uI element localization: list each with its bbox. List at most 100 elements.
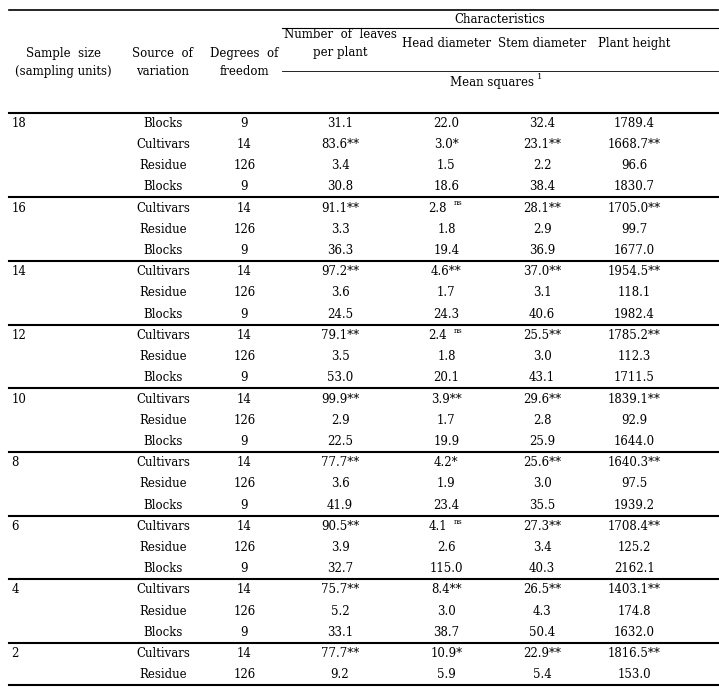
Text: 125.2: 125.2 <box>618 541 651 554</box>
Text: 1403.1**: 1403.1** <box>608 583 661 596</box>
Text: ns: ns <box>454 518 462 526</box>
Text: 83.6**: 83.6** <box>321 138 359 151</box>
Text: 97.5: 97.5 <box>621 477 647 491</box>
Text: Cultivars: Cultivars <box>136 265 190 278</box>
Text: 4: 4 <box>12 583 19 596</box>
Text: 14: 14 <box>237 138 252 151</box>
Text: 1982.4: 1982.4 <box>614 307 655 321</box>
Text: 14: 14 <box>237 520 252 533</box>
Text: 1.8: 1.8 <box>437 350 456 363</box>
Text: 112.3: 112.3 <box>618 350 651 363</box>
Text: 37.0**: 37.0** <box>523 265 562 278</box>
Text: 40.3: 40.3 <box>529 562 555 576</box>
Text: 24.5: 24.5 <box>327 307 353 321</box>
Text: 9: 9 <box>241 244 248 257</box>
Text: 3.0: 3.0 <box>533 350 551 363</box>
Text: Blocks: Blocks <box>143 626 183 639</box>
Text: 1954.5**: 1954.5** <box>608 265 661 278</box>
Text: 19.9: 19.9 <box>434 435 459 448</box>
Text: 3.3: 3.3 <box>331 223 349 236</box>
Text: 10: 10 <box>12 392 27 406</box>
Text: 3.4: 3.4 <box>533 541 551 554</box>
Text: 18: 18 <box>12 117 27 130</box>
Text: 2: 2 <box>12 647 19 660</box>
Text: Residue: Residue <box>139 159 187 172</box>
Text: 3.9: 3.9 <box>331 541 349 554</box>
Text: ns: ns <box>454 200 462 207</box>
Text: Mean squares: Mean squares <box>450 77 534 89</box>
Text: 22.5: 22.5 <box>327 435 353 448</box>
Text: 33.1: 33.1 <box>327 626 353 639</box>
Text: 38.4: 38.4 <box>529 180 555 193</box>
Text: 9: 9 <box>241 371 248 384</box>
Text: 4.3: 4.3 <box>533 605 551 618</box>
Text: 36.3: 36.3 <box>327 244 353 257</box>
Text: 3.1: 3.1 <box>533 287 551 299</box>
Text: 3.0*: 3.0* <box>434 138 459 151</box>
Text: 2.4: 2.4 <box>429 329 447 342</box>
Text: Residue: Residue <box>139 477 187 491</box>
Text: 2.8: 2.8 <box>429 202 447 215</box>
Text: 1.7: 1.7 <box>437 414 456 427</box>
Text: 26.5**: 26.5** <box>523 583 561 596</box>
Text: 3.5: 3.5 <box>331 350 349 363</box>
Text: 1830.7: 1830.7 <box>614 180 655 193</box>
Text: 96.6: 96.6 <box>621 159 647 172</box>
Text: 29.6**: 29.6** <box>523 392 561 406</box>
Text: 9: 9 <box>241 626 248 639</box>
Text: 126: 126 <box>233 287 255 299</box>
Text: Residue: Residue <box>139 605 187 618</box>
Text: Cultivars: Cultivars <box>136 456 190 469</box>
Text: 1839.1**: 1839.1** <box>608 392 661 406</box>
Text: 126: 126 <box>233 605 255 618</box>
Text: 30.8: 30.8 <box>327 180 353 193</box>
Text: 1816.5**: 1816.5** <box>608 647 661 660</box>
Text: 16: 16 <box>12 202 27 215</box>
Text: 20.1: 20.1 <box>434 371 459 384</box>
Text: 99.7: 99.7 <box>621 223 647 236</box>
Text: 90.5**: 90.5** <box>321 520 360 533</box>
Text: Blocks: Blocks <box>143 562 183 576</box>
Text: Residue: Residue <box>139 223 187 236</box>
Text: 5.4: 5.4 <box>533 668 551 681</box>
Text: 3.6: 3.6 <box>331 287 349 299</box>
Text: Blocks: Blocks <box>143 371 183 384</box>
Text: 8.4**: 8.4** <box>431 583 462 596</box>
Text: 79.1**: 79.1** <box>321 329 359 342</box>
Text: 10.9*: 10.9* <box>431 647 462 660</box>
Text: 77.7**: 77.7** <box>321 647 360 660</box>
Text: 126: 126 <box>233 414 255 427</box>
Text: 14: 14 <box>237 456 252 469</box>
Text: 1.5: 1.5 <box>437 159 456 172</box>
Text: Head diameter: Head diameter <box>402 37 491 50</box>
Text: 9: 9 <box>241 499 248 511</box>
Text: Characteristics: Characteristics <box>454 13 545 26</box>
Text: 4.1: 4.1 <box>429 520 447 533</box>
Text: 126: 126 <box>233 477 255 491</box>
Text: 14: 14 <box>237 392 252 406</box>
Text: 50.4: 50.4 <box>529 626 555 639</box>
Text: Cultivars: Cultivars <box>136 329 190 342</box>
Text: 1711.5: 1711.5 <box>614 371 655 384</box>
Text: 126: 126 <box>233 541 255 554</box>
Text: 1640.3**: 1640.3** <box>608 456 661 469</box>
Text: 1.9: 1.9 <box>437 477 456 491</box>
Text: 31.1: 31.1 <box>327 117 353 130</box>
Text: 24.3: 24.3 <box>434 307 459 321</box>
Text: 1677.0: 1677.0 <box>614 244 655 257</box>
Text: 4.6**: 4.6** <box>431 265 462 278</box>
Text: 4.2*: 4.2* <box>434 456 459 469</box>
Text: 32.4: 32.4 <box>529 117 555 130</box>
Text: 2162.1: 2162.1 <box>614 562 654 576</box>
Text: 27.3**: 27.3** <box>523 520 561 533</box>
Text: 153.0: 153.0 <box>618 668 651 681</box>
Text: 1.7: 1.7 <box>437 287 456 299</box>
Text: 14: 14 <box>237 329 252 342</box>
Text: 75.7**: 75.7** <box>321 583 360 596</box>
Text: 9: 9 <box>241 117 248 130</box>
Text: 14: 14 <box>237 583 252 596</box>
Text: 9: 9 <box>241 435 248 448</box>
Text: 99.9**: 99.9** <box>321 392 360 406</box>
Text: 2.9: 2.9 <box>331 414 349 427</box>
Text: 3.9**: 3.9** <box>431 392 462 406</box>
